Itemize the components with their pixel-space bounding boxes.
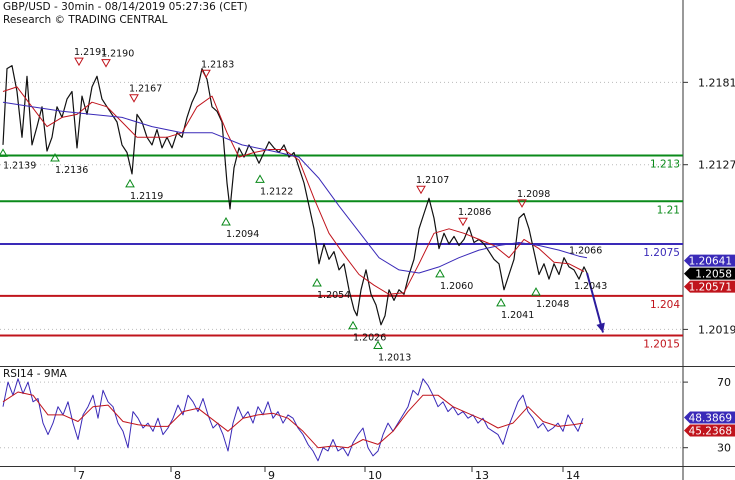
- annotation-label: 1.2026: [353, 333, 386, 344]
- high-marker: [101, 59, 111, 68]
- annotation-label: 1.2183: [201, 59, 234, 70]
- level-label: 1.21: [657, 204, 680, 216]
- y-tick-label: 1.2019: [698, 323, 735, 336]
- rsi-tick-label: 70: [717, 376, 731, 389]
- x-tick-label: 7: [78, 469, 85, 480]
- high-marker: [416, 185, 426, 195]
- high-marker: [129, 94, 139, 103]
- value-badge-label: 1.2058: [695, 269, 732, 281]
- ma_slow-line: [2, 101, 588, 274]
- annotation-label: 1.2139: [3, 160, 36, 171]
- low-marker: [435, 268, 445, 278]
- annotation-label: 1.2191: [74, 47, 107, 58]
- axes: 7 8 9 10 13 14 1.2181 1.2127 1.2019 70 30: [74, 76, 735, 480]
- value-badge-label: 1.20641: [689, 256, 732, 268]
- low-marker: [50, 152, 60, 162]
- annotation-label: 1.2107: [416, 175, 449, 186]
- value-badge: [684, 267, 735, 280]
- rsi-rsi-line: [2, 378, 584, 462]
- low-marker: [496, 297, 506, 307]
- value-badge: [684, 280, 735, 293]
- x-tick-label: 14: [566, 469, 580, 480]
- level-label: 1.213: [650, 159, 680, 171]
- annotation-label: 1.2190: [101, 49, 134, 60]
- projection-arrow-line: [586, 272, 604, 333]
- annotation-label: 1.2060: [440, 281, 473, 292]
- annotation-label: 1.2094: [226, 229, 259, 240]
- level-label: 1.204: [650, 299, 680, 311]
- low-marker: [348, 320, 358, 330]
- series: RSI14 - 9MA: [2, 64, 588, 462]
- level-label: 1.2075: [643, 247, 680, 259]
- annotation-label: 1.2054: [317, 290, 350, 301]
- high-marker: [201, 69, 211, 79]
- annotation-label: 1.2066: [569, 246, 602, 257]
- price-levels: 1.213 1.21 1.2075 1.204 1.2015: [0, 154, 683, 351]
- y-tick-label: 1.2127: [698, 159, 735, 172]
- high-marker: [458, 217, 468, 227]
- annotation-label: 1.2013: [378, 353, 411, 364]
- price-line: [2, 64, 588, 326]
- low-marker: [373, 340, 383, 350]
- y-tick-label: 1.2181: [698, 76, 735, 89]
- x-tick-label: 13: [475, 469, 489, 480]
- chart-title: GBP/USD - 30min - 08/14/2019 05:27:36 (C…: [3, 1, 248, 13]
- annotation-label: 1.2048: [536, 299, 569, 310]
- low-marker: [312, 278, 322, 287]
- annotation-label: 1.2043: [574, 281, 607, 292]
- annotation-label: 1.2119: [130, 191, 163, 202]
- rsi-ma_fast-line: [2, 391, 584, 449]
- annotation-label: 1.2136: [55, 165, 88, 176]
- low-marker: [0, 148, 8, 157]
- rsi-tick-label: 30: [717, 442, 731, 455]
- annotation-label: 1.2098: [517, 189, 550, 200]
- low-marker: [125, 178, 135, 188]
- value-badge-label: 45.2368: [689, 426, 732, 438]
- x-tick-label: 10: [368, 469, 382, 480]
- value-badge: [684, 254, 735, 267]
- annotation-label: 1.2167: [129, 84, 162, 95]
- x-tick-label: 9: [268, 469, 275, 480]
- chart-subtitle: Research © TRADING CENTRAL: [3, 14, 168, 26]
- low-marker: [221, 217, 231, 226]
- ma_fast-line: [2, 86, 585, 295]
- x-tick-label: 8: [174, 469, 181, 480]
- projection-arrow-head: [596, 322, 605, 333]
- value-badge-label: 48.3869: [689, 413, 732, 425]
- rsi-title: RSI14 - 9MA: [3, 368, 68, 380]
- high-marker: [74, 57, 84, 67]
- annotation-label: 1.2086: [458, 207, 491, 218]
- annotation-label: 1.2122: [260, 186, 293, 197]
- annotation-label: 1.2041: [501, 310, 534, 321]
- value-badge-label: 1.20571: [689, 282, 732, 294]
- level-label: 1.2015: [643, 339, 680, 351]
- value-badge: [684, 411, 735, 424]
- value-badge: [684, 424, 735, 437]
- low-marker: [531, 287, 541, 296]
- high-marker: [517, 199, 527, 208]
- low-marker: [255, 174, 265, 183]
